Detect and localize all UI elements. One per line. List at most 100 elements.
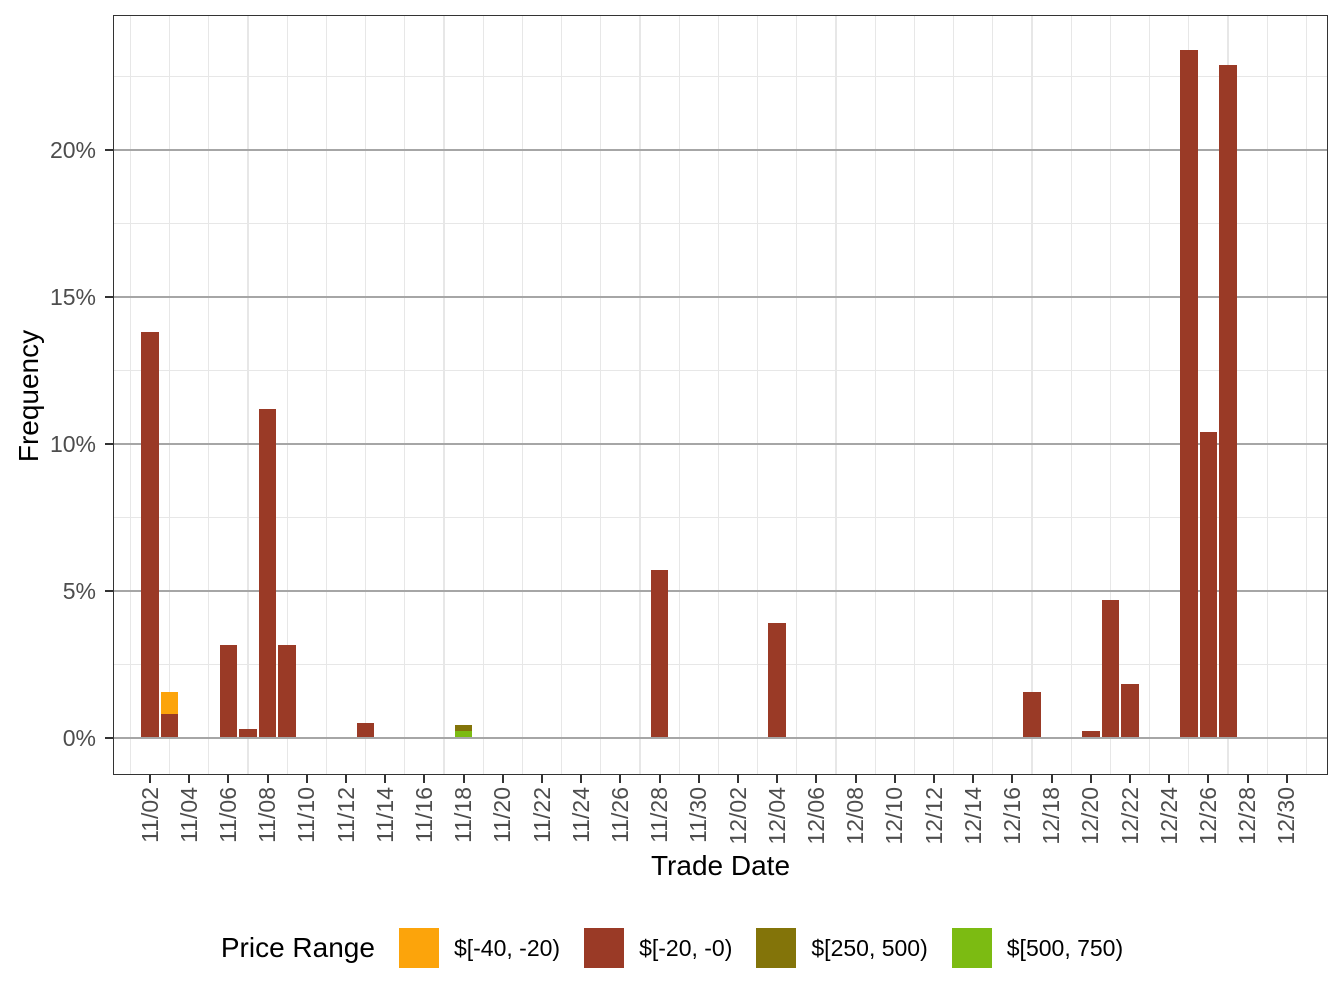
y-tick-label: 5% [62, 578, 96, 604]
x-tick [1207, 775, 1210, 783]
bar-segment [258, 408, 277, 738]
x-tick-label: 12/26 [1193, 787, 1223, 845]
x-tick-label: 12/20 [1076, 787, 1106, 845]
x-tick-label-text: 12/26 [1194, 787, 1221, 845]
x-tick-label: 11/02 [135, 787, 165, 843]
x-tick-label: 12/16 [997, 787, 1027, 845]
x-tick-label: 11/06 [213, 787, 243, 843]
x-tick-label-text: 12/12 [920, 787, 947, 845]
x-tick-label-text: 11/14 [371, 787, 398, 843]
minor-gridline-x [913, 15, 916, 775]
x-tick-label-text: 11/04 [175, 787, 202, 843]
x-tick [149, 775, 151, 783]
plot-panel [113, 15, 1328, 775]
x-tick-label-text: 12/10 [881, 787, 908, 845]
x-tick [776, 775, 779, 783]
x-tick [697, 775, 700, 783]
x-tick-label: 12/08 [841, 787, 871, 845]
x-tick [188, 775, 191, 783]
bar-segment [1121, 683, 1139, 738]
x-tick [893, 775, 896, 783]
x-tick-label-text: 11/06 [214, 787, 241, 843]
x-tick-label-text: 12/16 [998, 787, 1025, 845]
minor-gridline-y [113, 516, 1328, 519]
x-tick [737, 775, 739, 783]
x-tick-label: 11/12 [331, 787, 361, 843]
x-tick [580, 775, 583, 783]
x-tick-label-text: 11/18 [450, 787, 477, 843]
bar-segment [278, 645, 296, 738]
y-tick-label: 15% [49, 284, 96, 310]
x-tick-label: 11/24 [566, 787, 596, 843]
major-gridline-y [113, 443, 1328, 445]
x-tick-label: 12/04 [762, 787, 792, 845]
x-tick [227, 775, 230, 783]
x-tick [1089, 775, 1092, 783]
x-tick [266, 775, 269, 783]
x-tick-label: 12/12 [919, 787, 949, 845]
x-tick [854, 775, 857, 783]
minor-gridline-x [678, 15, 680, 775]
x-tick-label: 12/24 [1154, 787, 1184, 845]
x-tick-label-text: 11/24 [567, 787, 594, 843]
x-tick [933, 775, 935, 783]
legend-swatch [951, 928, 992, 968]
x-tick [345, 775, 347, 783]
bar-segment [160, 692, 179, 715]
legend-title: Price Range [220, 932, 375, 963]
y-tick [105, 149, 113, 151]
x-tick-label-text: 11/10 [293, 787, 320, 843]
x-tick-label-text: 12/22 [1116, 787, 1143, 845]
minor-gridline-y [113, 369, 1328, 372]
grid-layer [113, 15, 1328, 775]
x-tick-label: 11/10 [292, 787, 322, 843]
bar-segment [1082, 730, 1100, 738]
y-axis-title: Frequency [13, 329, 44, 463]
legend-swatch [584, 928, 625, 968]
x-tick-label-text: 12/20 [1077, 787, 1104, 845]
legend-label: $[-20, -0) [639, 934, 733, 961]
legend-item: $[-40, -20) [398, 928, 560, 968]
major-gridline-y [113, 296, 1328, 298]
minor-gridline-x [1109, 15, 1112, 775]
minor-gridline-x [1070, 15, 1072, 775]
legend-item: $[500, 750) [951, 928, 1123, 968]
bar-segment [1199, 432, 1218, 738]
x-tick-label: 12/28 [1233, 787, 1263, 845]
x-tick-label-text: 11/22 [528, 787, 555, 843]
minor-gridline-x [639, 15, 641, 775]
x-tick-label: 12/14 [958, 787, 988, 845]
x-tick-label-text: 12/02 [724, 787, 751, 845]
x-tick-label-text: 11/28 [646, 787, 673, 843]
x-tick [501, 775, 504, 783]
x-tick-label-text: 11/26 [606, 787, 633, 843]
x-tick [1011, 775, 1014, 783]
minor-gridline-x [364, 15, 367, 775]
minor-gridline-x [992, 15, 994, 775]
x-tick-label-text: 12/30 [1273, 787, 1300, 845]
bar-segment [160, 714, 179, 738]
x-tick-label: 11/08 [253, 787, 283, 843]
minor-gridline-x [756, 15, 759, 775]
y-tick-label: 10% [49, 431, 96, 457]
x-tick-label-text: 12/04 [763, 787, 790, 845]
legend-swatch [756, 928, 797, 968]
minor-gridline-x [247, 15, 249, 775]
bar-segment [454, 724, 473, 731]
x-tick [815, 775, 818, 783]
x-tick-label-text: 12/18 [1038, 787, 1065, 845]
x-tick [462, 775, 465, 783]
y-tick [105, 737, 113, 739]
x-tick [384, 775, 387, 783]
x-tick-label-text: 11/02 [136, 787, 163, 843]
legend-label: $[250, 500) [811, 934, 928, 961]
x-tick-label: 11/26 [605, 787, 635, 843]
minor-gridline-x [1266, 15, 1268, 775]
bar-segment [1023, 692, 1041, 738]
minor-gridline-x [521, 15, 524, 775]
x-tick-label: 11/30 [684, 787, 714, 843]
x-tick-label: 11/16 [409, 787, 439, 843]
x-tick [1129, 775, 1131, 783]
x-tick-label-text: 11/20 [489, 787, 516, 843]
